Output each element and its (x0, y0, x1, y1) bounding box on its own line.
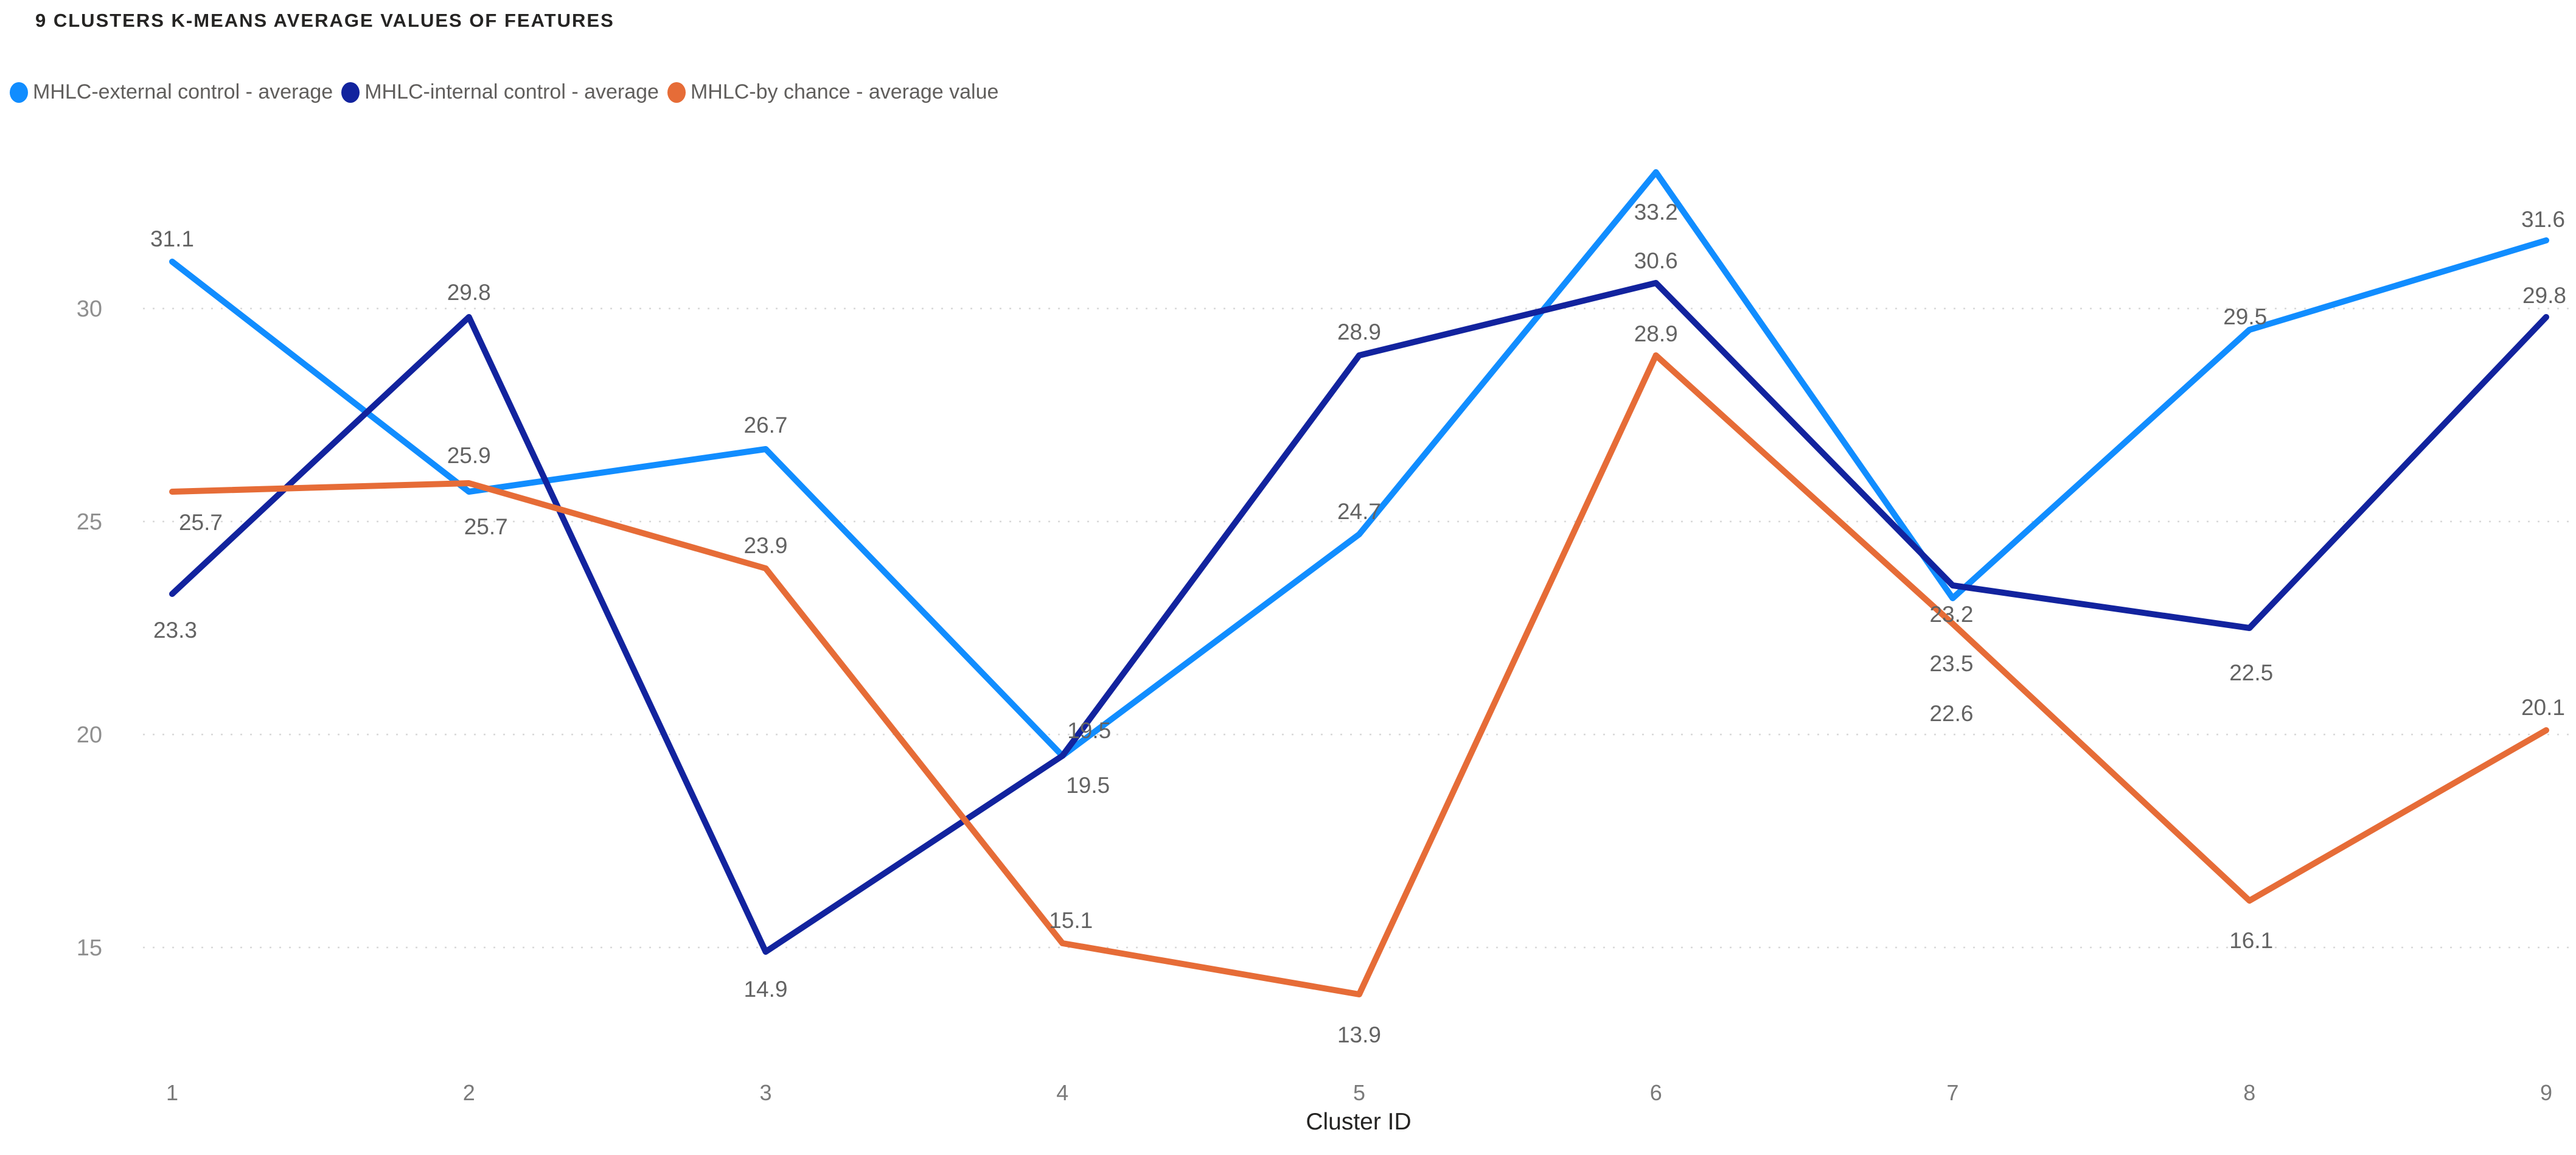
legend-label: MHLC-internal control - average (364, 80, 659, 103)
legend-item-chance[interactable]: MHLC-by chance - average value (667, 80, 998, 104)
data-label-internal-1: 23.3 (153, 618, 197, 643)
legend: MHLC-external control - average MHLC-int… (10, 80, 998, 104)
legend-item-internal[interactable]: MHLC-internal control - average (341, 80, 659, 104)
x-tick-label: 7 (1946, 1080, 1958, 1105)
chart-title: 9 CLUSTERS K-MEANS AVERAGE VALUES OF FEA… (35, 10, 614, 31)
data-label-external-6: 33.2 (1634, 200, 1678, 225)
data-label-external-4: 19.5 (1067, 718, 1111, 743)
y-tick-label: 25 (77, 509, 102, 535)
data-label-internal-5: 28.9 (1337, 319, 1381, 344)
data-label-chance-3: 23.9 (743, 533, 787, 558)
data-label-external-7: 23.2 (1929, 602, 1973, 627)
data-label-chance-8: 16.1 (2229, 928, 2273, 953)
data-label-external-9: 31.6 (2521, 207, 2565, 232)
data-label-external-5: 24.7 (1337, 499, 1381, 524)
x-tick-label: 1 (166, 1080, 178, 1105)
data-label-internal-8: 22.5 (2229, 660, 2273, 685)
data-label-internal-7: 23.5 (1929, 651, 1973, 676)
legend-label: MHLC-external control - average (33, 80, 333, 103)
legend-dot-icon (667, 82, 686, 103)
legend-dot-icon (341, 82, 360, 103)
x-tick-label: 8 (2243, 1080, 2255, 1105)
data-label-chance-2: 25.9 (447, 443, 491, 468)
data-label-external-1: 31.1 (150, 226, 194, 251)
y-tick-label: 20 (77, 722, 102, 748)
data-label-internal-2: 29.8 (447, 280, 491, 305)
x-tick-label: 2 (463, 1080, 475, 1105)
series-line-external[interactable] (169, 169, 2549, 759)
data-label-chance-9: 20.1 (2521, 695, 2565, 720)
data-label-chance-6: 28.9 (1634, 321, 1678, 346)
data-label-internal-6: 30.6 (1634, 248, 1678, 273)
data-label-internal-3: 14.9 (743, 977, 787, 1002)
x-tick-label: 5 (1353, 1080, 1365, 1105)
data-label-internal-4: 19.5 (1066, 773, 1110, 798)
data-label-external-3: 26.7 (743, 413, 787, 438)
data-label-external-8: 29.5 (2223, 304, 2267, 329)
x-tick-label: 6 (1650, 1080, 1662, 1105)
y-tick-label: 30 (77, 296, 102, 322)
x-tick-label: 3 (759, 1080, 771, 1105)
data-label-chance-7: 22.6 (1929, 701, 1973, 726)
legend-item-external[interactable]: MHLC-external control - average (10, 80, 333, 104)
legend-dot-icon (10, 82, 28, 103)
x-axis-title: Cluster ID (1306, 1109, 1412, 1135)
series-line-internal[interactable] (169, 280, 2549, 955)
data-label-internal-9: 29.8 (2522, 283, 2566, 308)
data-label-chance-4: 15.1 (1049, 908, 1093, 933)
x-tick-label: 9 (2540, 1080, 2552, 1105)
data-label-external-2: 25.7 (464, 514, 508, 539)
data-label-chance-1: 25.7 (179, 510, 223, 535)
data-label-chance-5: 13.9 (1337, 1022, 1381, 1047)
legend-label: MHLC-by chance - average value (690, 80, 999, 103)
series-line-chance[interactable] (169, 352, 2549, 997)
y-tick-label: 15 (77, 935, 102, 961)
x-tick-label: 4 (1056, 1080, 1068, 1105)
